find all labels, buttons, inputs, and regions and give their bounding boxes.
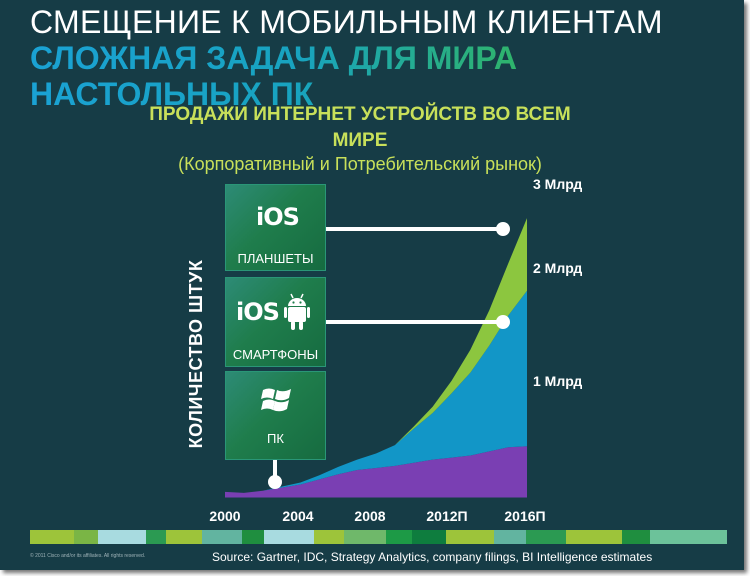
smartphones-connector-dot [496,315,510,329]
x-tick-label: 2004 [282,508,314,524]
chart-areas [225,218,527,498]
chart-title: ПРОДАЖИ ИНТЕРНЕТ УСТРОЙСТВ ВО ВСЕМ МИРЕ [149,104,571,151]
pc-label: ПК [267,431,284,446]
windows-icon [261,388,291,412]
stripe-segment [242,530,264,544]
stripe-segment [526,530,566,544]
stripe-segment [146,530,166,544]
smartphones-card: iOS СМАРТФОНЫ [225,277,326,367]
decorative-color-stripe [30,530,727,544]
area-series-0 [225,446,527,497]
smartphones-label: СМАРТФОНЫ [232,347,319,362]
slide-title: СМЕЩЕНИЕ К МОБИЛЬНЫМ КЛИЕНТАМ [30,4,663,40]
stripe-segment [98,530,146,544]
x-tick-label: 2012П [426,508,468,524]
value-annotation: 2 Млрд [533,260,583,276]
stripe-segment [566,530,622,544]
x-tick-label: 2016П [504,508,546,524]
stripe-segment [446,530,494,544]
stripe-segment [344,530,386,544]
tablets-connector-dot [496,222,510,236]
stripe-segment [314,530,344,544]
stripe-segment [166,530,202,544]
stripe-segment [74,530,98,544]
stripe-segment [650,530,727,544]
value-annotation: 1 Млрд [533,373,583,389]
stripe-segment [264,530,314,544]
chart-connectors [268,222,510,489]
x-tick-label: 2000 [209,508,241,524]
tablets-label: ПЛАНШЕТЫ [237,251,314,266]
copyright-text: © 2011 Cisco and/or its affiliates. All … [30,553,146,559]
chart-subtitle: (Корпоративный и Потребительский рынок) [178,154,542,174]
area-series-1 [225,290,527,493]
y-axis-label: КОЛИЧЕСТВО ШТУК [186,259,206,449]
stripe-segment [386,530,412,544]
stripe-segment [494,530,526,544]
stripe-segment [202,530,242,544]
x-tick-label: 2008 [354,508,386,524]
pc-connector-dot [268,475,282,489]
source-text: Source: Gartner, IDC, Strategy Analytics… [212,550,653,564]
ios-logo: iOS [236,298,280,326]
ios-logo: iOS [256,203,300,231]
tablets-card: iOS ПЛАНШЕТЫ [225,184,326,271]
value-annotation: 3 Млрд [533,176,583,192]
stripe-segment [622,530,650,544]
pc-card: ПК [225,371,326,460]
stripe-segment [30,530,74,544]
stripe-segment [412,530,446,544]
android-icon [284,293,310,330]
